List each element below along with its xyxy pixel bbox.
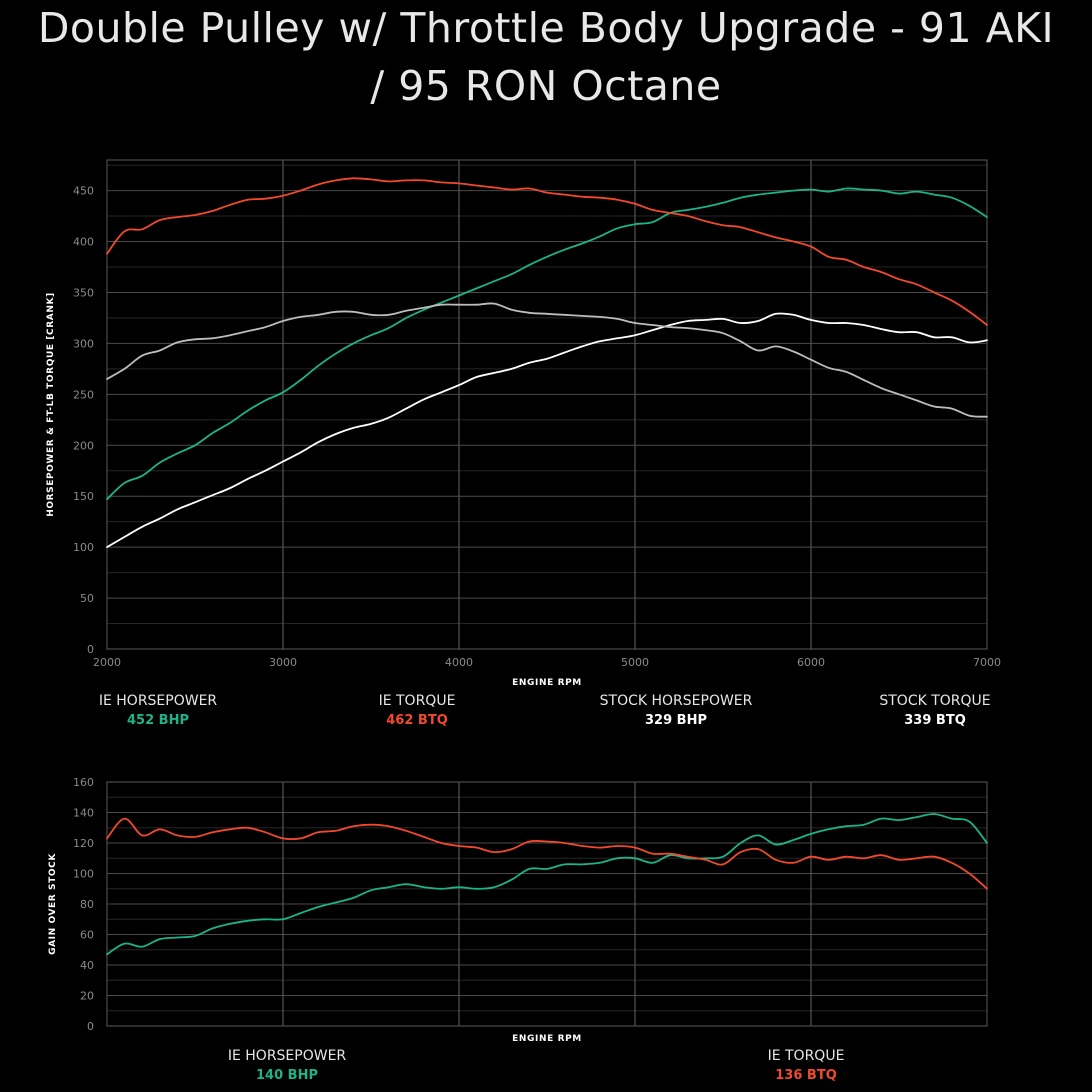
gain-plot-border [106, 781, 988, 1027]
main-y-tick-label: 350 [73, 286, 94, 299]
main-y-tick-label: 100 [73, 541, 94, 554]
main-series-stock-torque [106, 302, 988, 418]
gain-y-tick-label: 140 [73, 807, 94, 820]
main-legend-value: 452 BHP [127, 713, 189, 728]
chart-title-line1: Double Pulley w/ Throttle Body Upgrade -… [37, 4, 1055, 52]
power-torque-chart: 0 50 100 150 200 250 300 350 400 450 2000 3000 4000 5… [46, 159, 1001, 688]
gain-y-tick-label: 40 [80, 959, 94, 972]
main-legend-item: STOCK HORSEPOWER 329 BHP [576, 692, 776, 730]
main-x-tick-label: 3000 [269, 656, 297, 669]
main-y-tick-label: 200 [73, 439, 94, 452]
main-y-tick-label: 300 [73, 337, 94, 350]
main-y-tick-label: 450 [73, 185, 94, 198]
gain-grid [107, 781, 987, 1027]
main-legend-name: IE TORQUE [378, 693, 456, 709]
main-plot-border [106, 159, 988, 650]
gain-legend-item: IE TORQUE 136 BTQ [706, 1047, 906, 1085]
main-legend-value: 339 BTQ [904, 713, 966, 728]
main-legend-value: 462 BTQ [386, 713, 448, 728]
main-y-tick-label: 400 [73, 236, 94, 249]
gain-series-ie-torque [106, 817, 988, 890]
gain-x-axis-label: ENGINE RPM [512, 1034, 582, 1044]
main-y-tick-label: 0 [87, 643, 94, 656]
main-series-stock-horsepower [106, 312, 988, 548]
main-legend-item: STOCK TORQUE 339 BTQ [835, 692, 1035, 730]
main-x-tick-label: 4000 [445, 656, 473, 669]
gain-legend-item: IE HORSEPOWER 140 BHP [187, 1047, 387, 1085]
main-legend-item: IE HORSEPOWER 452 BHP [58, 692, 258, 730]
gain-y-tick-label: 20 [80, 990, 94, 1003]
gain-series-ie-horsepower [106, 813, 988, 956]
gain-legend-value: 140 BHP [256, 1068, 318, 1083]
main-x-tick-label: 6000 [797, 656, 825, 669]
main-y-tick-label: 50 [80, 592, 94, 605]
main-legend-item: IE TORQUE 462 BTQ [317, 692, 517, 730]
main-x-tick-label: 5000 [621, 656, 649, 669]
main-y-axis-label: HORSEPOWER & FT-LB TORQUE [CRANK] [46, 292, 56, 517]
gain-y-tick-label: 160 [73, 776, 94, 789]
gain-y-tick-label: 80 [80, 898, 94, 911]
main-x-tick-label: 7000 [973, 656, 1001, 669]
main-x-axis-label: ENGINE RPM [512, 678, 582, 688]
gain-legend-name: IE TORQUE [767, 1048, 845, 1064]
main-legend-name: STOCK HORSEPOWER [599, 693, 753, 709]
chart-title: Double Pulley w/ Throttle Body Upgrade -… [0, 0, 1092, 114]
gain-y-axis-label: GAIN OVER STOCK [48, 853, 58, 955]
main-grid [107, 160, 987, 650]
main-legend-name: STOCK TORQUE [879, 693, 991, 709]
chart-title-line2: / 95 RON Octane [370, 62, 722, 110]
gain-y-tick-label: 0 [87, 1020, 94, 1033]
gain-legend-name: IE HORSEPOWER [227, 1048, 347, 1064]
gain-legend-value: 136 BTQ [775, 1068, 837, 1083]
main-series-ie-torque [106, 177, 988, 326]
gain-y-tick-label: 120 [73, 837, 94, 850]
main-legend-value: 329 BHP [645, 713, 707, 728]
main-y-tick-label: 250 [73, 388, 94, 401]
gain-y-tick-label: 60 [80, 929, 94, 942]
main-x-tick-label: 2000 [93, 656, 121, 669]
main-y-tick-label: 150 [73, 490, 94, 503]
gain-y-tick-label: 100 [73, 868, 94, 881]
main-series-ie-horsepower [106, 187, 988, 501]
main-legend-name: IE HORSEPOWER [98, 693, 218, 709]
